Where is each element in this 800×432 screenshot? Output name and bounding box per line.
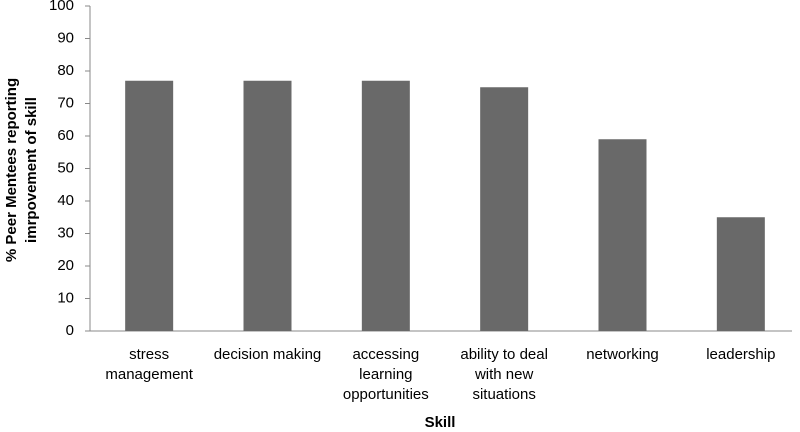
bar — [480, 87, 529, 331]
y-tick-label: 40 — [57, 192, 74, 209]
bar — [243, 80, 292, 331]
x-tick-label: ability to deal with new situations — [460, 346, 548, 403]
y-axis-title: % Peer Mentees reporting — [3, 78, 20, 262]
x-tick-label: decision making — [213, 346, 322, 363]
x-tick-label: leadership — [706, 346, 776, 363]
y-tick-label: 60 — [57, 127, 74, 144]
bar — [125, 80, 174, 331]
bar — [716, 217, 765, 331]
x-tick-label: accessing learning opportunities — [342, 346, 429, 403]
y-tick-label: 70 — [57, 94, 74, 111]
y-tick-label: 100 — [49, 0, 74, 14]
y-tick-label: 50 — [57, 159, 74, 176]
x-tick-label: networking — [586, 346, 659, 363]
y-tick-label: 10 — [57, 289, 74, 306]
y-tick-label: 80 — [57, 62, 74, 79]
y-tick-label: 90 — [57, 29, 74, 46]
bar — [361, 80, 410, 331]
x-tick-label: stress management — [105, 346, 193, 383]
y-tick-label: 30 — [57, 224, 74, 241]
bar — [598, 139, 647, 331]
y-tick-label: 20 — [57, 257, 74, 274]
y-axis-title: imrpovement of skill — [23, 97, 40, 243]
x-axis-title: Skill — [425, 414, 456, 431]
y-tick-label: 0 — [66, 322, 74, 339]
